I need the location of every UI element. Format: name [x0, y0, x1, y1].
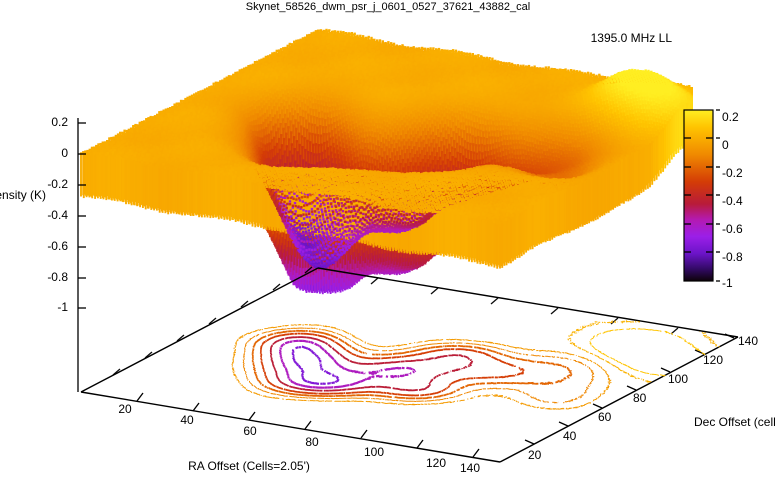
- base-contours: [232, 321, 720, 410]
- axis-base-frame: [81, 268, 738, 462]
- colorbar: [684, 110, 720, 281]
- x-axis-ticks: [137, 393, 479, 457]
- contour-line: [293, 347, 339, 384]
- contour-line: [261, 334, 524, 396]
- contour-line: [590, 328, 706, 376]
- y-axis-back-ticks: [371, 278, 678, 334]
- surface-mesh: [80, 29, 738, 294]
- y-axis-ticks: [525, 334, 734, 444]
